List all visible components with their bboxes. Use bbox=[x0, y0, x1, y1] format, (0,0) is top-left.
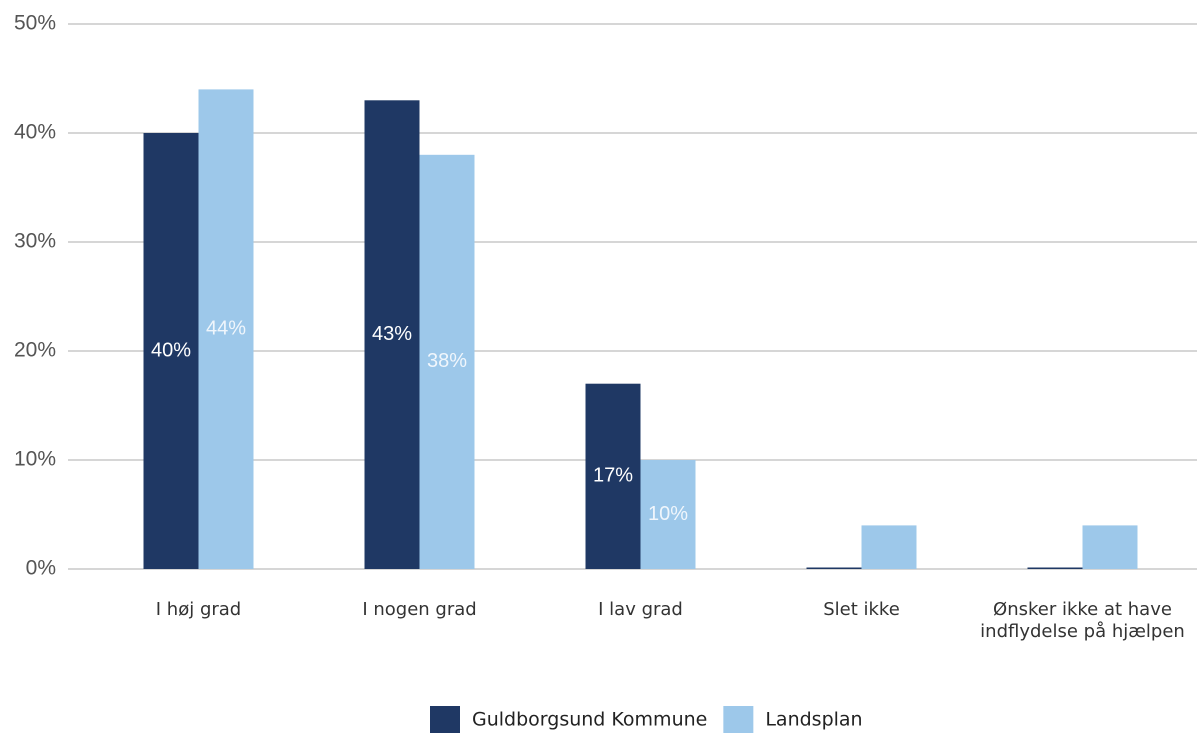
x-tick-label: Ønsker ikke at have indflydelse på hjælp… bbox=[980, 599, 1185, 642]
data-label: 38% bbox=[427, 350, 467, 372]
x-tick-label-box: Slet ikke bbox=[823, 599, 900, 620]
bar bbox=[419, 154, 475, 570]
data-label: 43% bbox=[372, 323, 412, 345]
data-label: 17% bbox=[593, 465, 633, 487]
bar bbox=[640, 460, 696, 569]
bar bbox=[806, 567, 862, 569]
x-tick-label-box: Ønsker ikke at have indflydelse på hjælp… bbox=[980, 599, 1185, 642]
y-tick-label: 30% bbox=[14, 230, 56, 253]
x-tick-label-box: I nogen grad bbox=[362, 599, 477, 620]
bar bbox=[198, 89, 254, 570]
data-label: 40% bbox=[151, 339, 191, 361]
x-tick-label: I nogen grad bbox=[362, 599, 477, 620]
bar bbox=[143, 133, 199, 569]
bar bbox=[1027, 567, 1083, 569]
y-tick-label: 20% bbox=[14, 339, 56, 362]
legend-swatch bbox=[723, 706, 754, 733]
x-tick-label-box: I lav grad bbox=[598, 599, 683, 620]
bar bbox=[861, 525, 917, 569]
x-tick-label-box: I høj grad bbox=[155, 599, 242, 620]
y-tick-label: 40% bbox=[14, 121, 56, 144]
x-tick-label: I høj grad bbox=[155, 599, 242, 620]
bar bbox=[1082, 525, 1138, 569]
y-tick-label: 0% bbox=[26, 557, 56, 580]
y-tick-label: 10% bbox=[14, 448, 56, 471]
x-tick-label: I lav grad bbox=[598, 599, 683, 620]
bar bbox=[364, 100, 420, 570]
legend-label: Guldborgsund Kommune bbox=[472, 709, 707, 731]
legend-label: Landsplan bbox=[765, 709, 862, 731]
bar bbox=[585, 383, 641, 569]
data-label: 44% bbox=[206, 317, 246, 339]
y-tick-label: 50% bbox=[14, 12, 56, 35]
data-label: 10% bbox=[648, 503, 688, 525]
legend-swatch bbox=[430, 706, 460, 733]
x-tick-label: Slet ikke bbox=[823, 599, 900, 620]
